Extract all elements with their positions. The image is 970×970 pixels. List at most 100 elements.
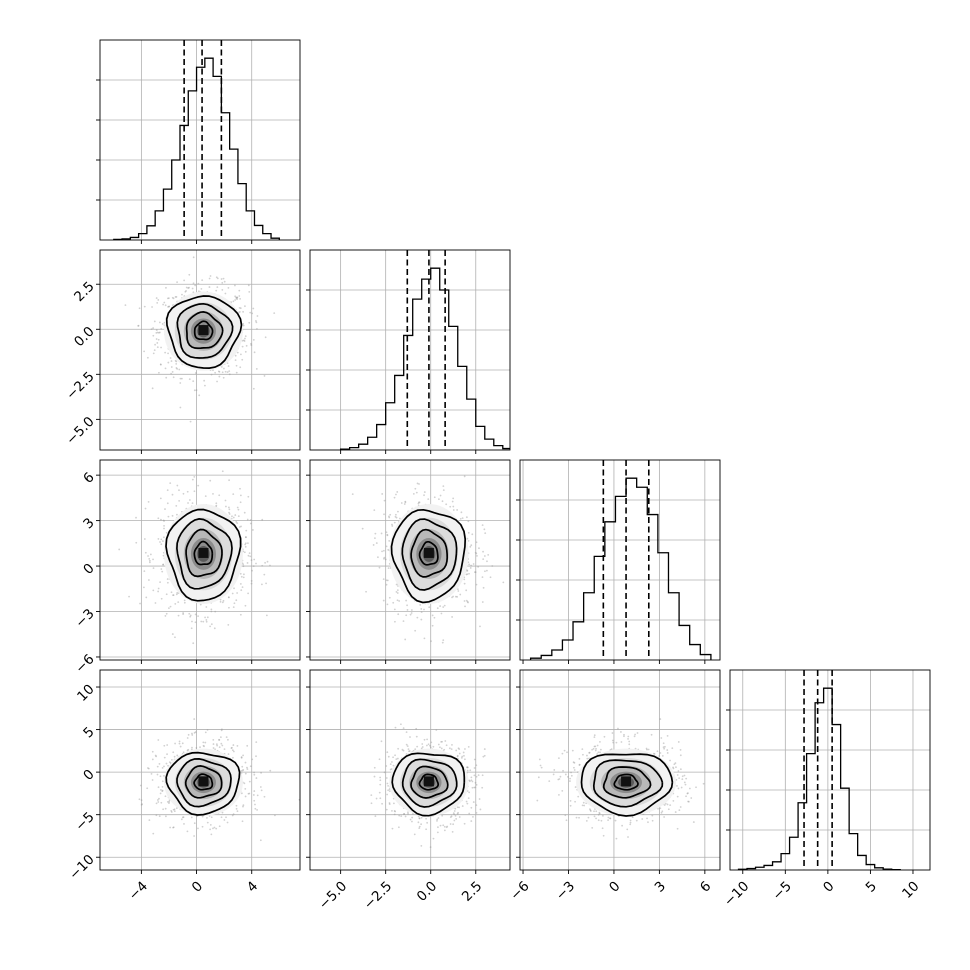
sample-point	[250, 580, 253, 582]
sample-point	[587, 816, 590, 819]
sample-point	[164, 807, 167, 810]
sample-point	[166, 753, 168, 756]
sample-point	[410, 609, 413, 611]
sample-point	[418, 483, 420, 485]
sample-point	[483, 555, 486, 557]
sample-point	[163, 527, 165, 530]
sample-point	[439, 605, 442, 607]
sample-point	[671, 747, 674, 750]
sample-point	[240, 589, 243, 592]
sample-point	[209, 275, 212, 277]
sample-point	[164, 615, 167, 617]
sample-point	[452, 497, 455, 500]
sample-point	[423, 738, 426, 741]
sample-point	[182, 816, 185, 819]
sample-point	[436, 818, 439, 821]
sample-point	[562, 769, 564, 772]
sample-point	[228, 479, 230, 482]
sample-point	[168, 305, 170, 308]
sample-point	[482, 586, 485, 589]
sample-point	[182, 751, 185, 754]
sample-point	[383, 499, 386, 502]
sample-point	[218, 370, 221, 373]
sample-point	[233, 602, 236, 605]
sample-point	[152, 327, 155, 329]
sample-point	[573, 769, 576, 771]
sample-point	[169, 482, 172, 484]
sample-point	[215, 502, 218, 505]
sample-point	[180, 377, 183, 380]
sample-point	[135, 541, 138, 544]
panel-frame-2-2	[519, 459, 721, 661]
sample-point	[394, 726, 397, 729]
sample-point	[405, 599, 408, 602]
sample-point	[163, 774, 165, 777]
sample-point	[593, 815, 596, 818]
sample-point	[441, 740, 443, 743]
sample-point	[175, 367, 178, 369]
sample-point	[455, 749, 458, 752]
sample-point	[241, 765, 244, 768]
sample-point	[413, 833, 416, 836]
sample-point	[216, 286, 219, 289]
sample-point	[415, 735, 418, 738]
sample-point	[238, 526, 241, 528]
sample-point	[409, 818, 412, 821]
sample-point	[659, 752, 662, 754]
sample-point	[465, 573, 468, 576]
sample-point	[158, 797, 160, 800]
sample-point	[232, 744, 235, 746]
panel-content-3-1	[370, 723, 486, 849]
sample-point	[451, 830, 454, 833]
sample-point	[234, 514, 237, 516]
sample-point	[392, 601, 395, 604]
sample-point	[238, 289, 241, 292]
sample-point	[425, 744, 428, 747]
sample-point	[485, 569, 488, 572]
sample-point	[423, 637, 426, 640]
sample-point	[375, 797, 378, 800]
sample-point	[223, 748, 226, 750]
sample-point	[154, 602, 157, 604]
sample-point	[378, 791, 381, 794]
sample-point	[162, 563, 164, 566]
sample-point	[471, 780, 474, 783]
sample-point	[483, 748, 486, 750]
sample-point	[677, 741, 680, 743]
sample-point	[215, 504, 218, 507]
sample-point	[252, 565, 255, 568]
panel-content-1-0	[124, 256, 276, 423]
sample-point	[228, 370, 231, 373]
contour-3-1-0	[418, 773, 440, 791]
sample-point	[221, 371, 224, 374]
sample-point	[404, 638, 407, 641]
sample-point	[481, 601, 484, 603]
sample-point	[553, 769, 556, 771]
sample-point	[588, 757, 590, 760]
sample-point	[386, 579, 389, 582]
sample-point	[236, 592, 239, 594]
sample-point	[430, 741, 433, 744]
sample-point	[189, 615, 192, 618]
sample-point	[162, 519, 165, 522]
sample-point	[472, 563, 475, 565]
sample-point	[674, 762, 677, 765]
sample-point	[256, 809, 258, 811]
panel-frame-1-1	[309, 249, 511, 451]
sample-point	[157, 786, 160, 789]
sample-point	[489, 576, 492, 579]
sample-point	[393, 608, 396, 611]
sample-point	[397, 510, 399, 513]
sample-point	[232, 813, 235, 816]
sample-point	[204, 384, 206, 387]
sample-point	[442, 824, 445, 827]
sample-point	[227, 287, 230, 289]
sample-point	[407, 811, 409, 814]
sample-point	[463, 754, 465, 757]
sample-point	[221, 470, 224, 473]
sample-point	[451, 743, 453, 746]
sample-point	[259, 786, 262, 788]
sample-point	[175, 296, 178, 298]
sample-point	[252, 387, 255, 390]
sample-point	[239, 572, 242, 575]
